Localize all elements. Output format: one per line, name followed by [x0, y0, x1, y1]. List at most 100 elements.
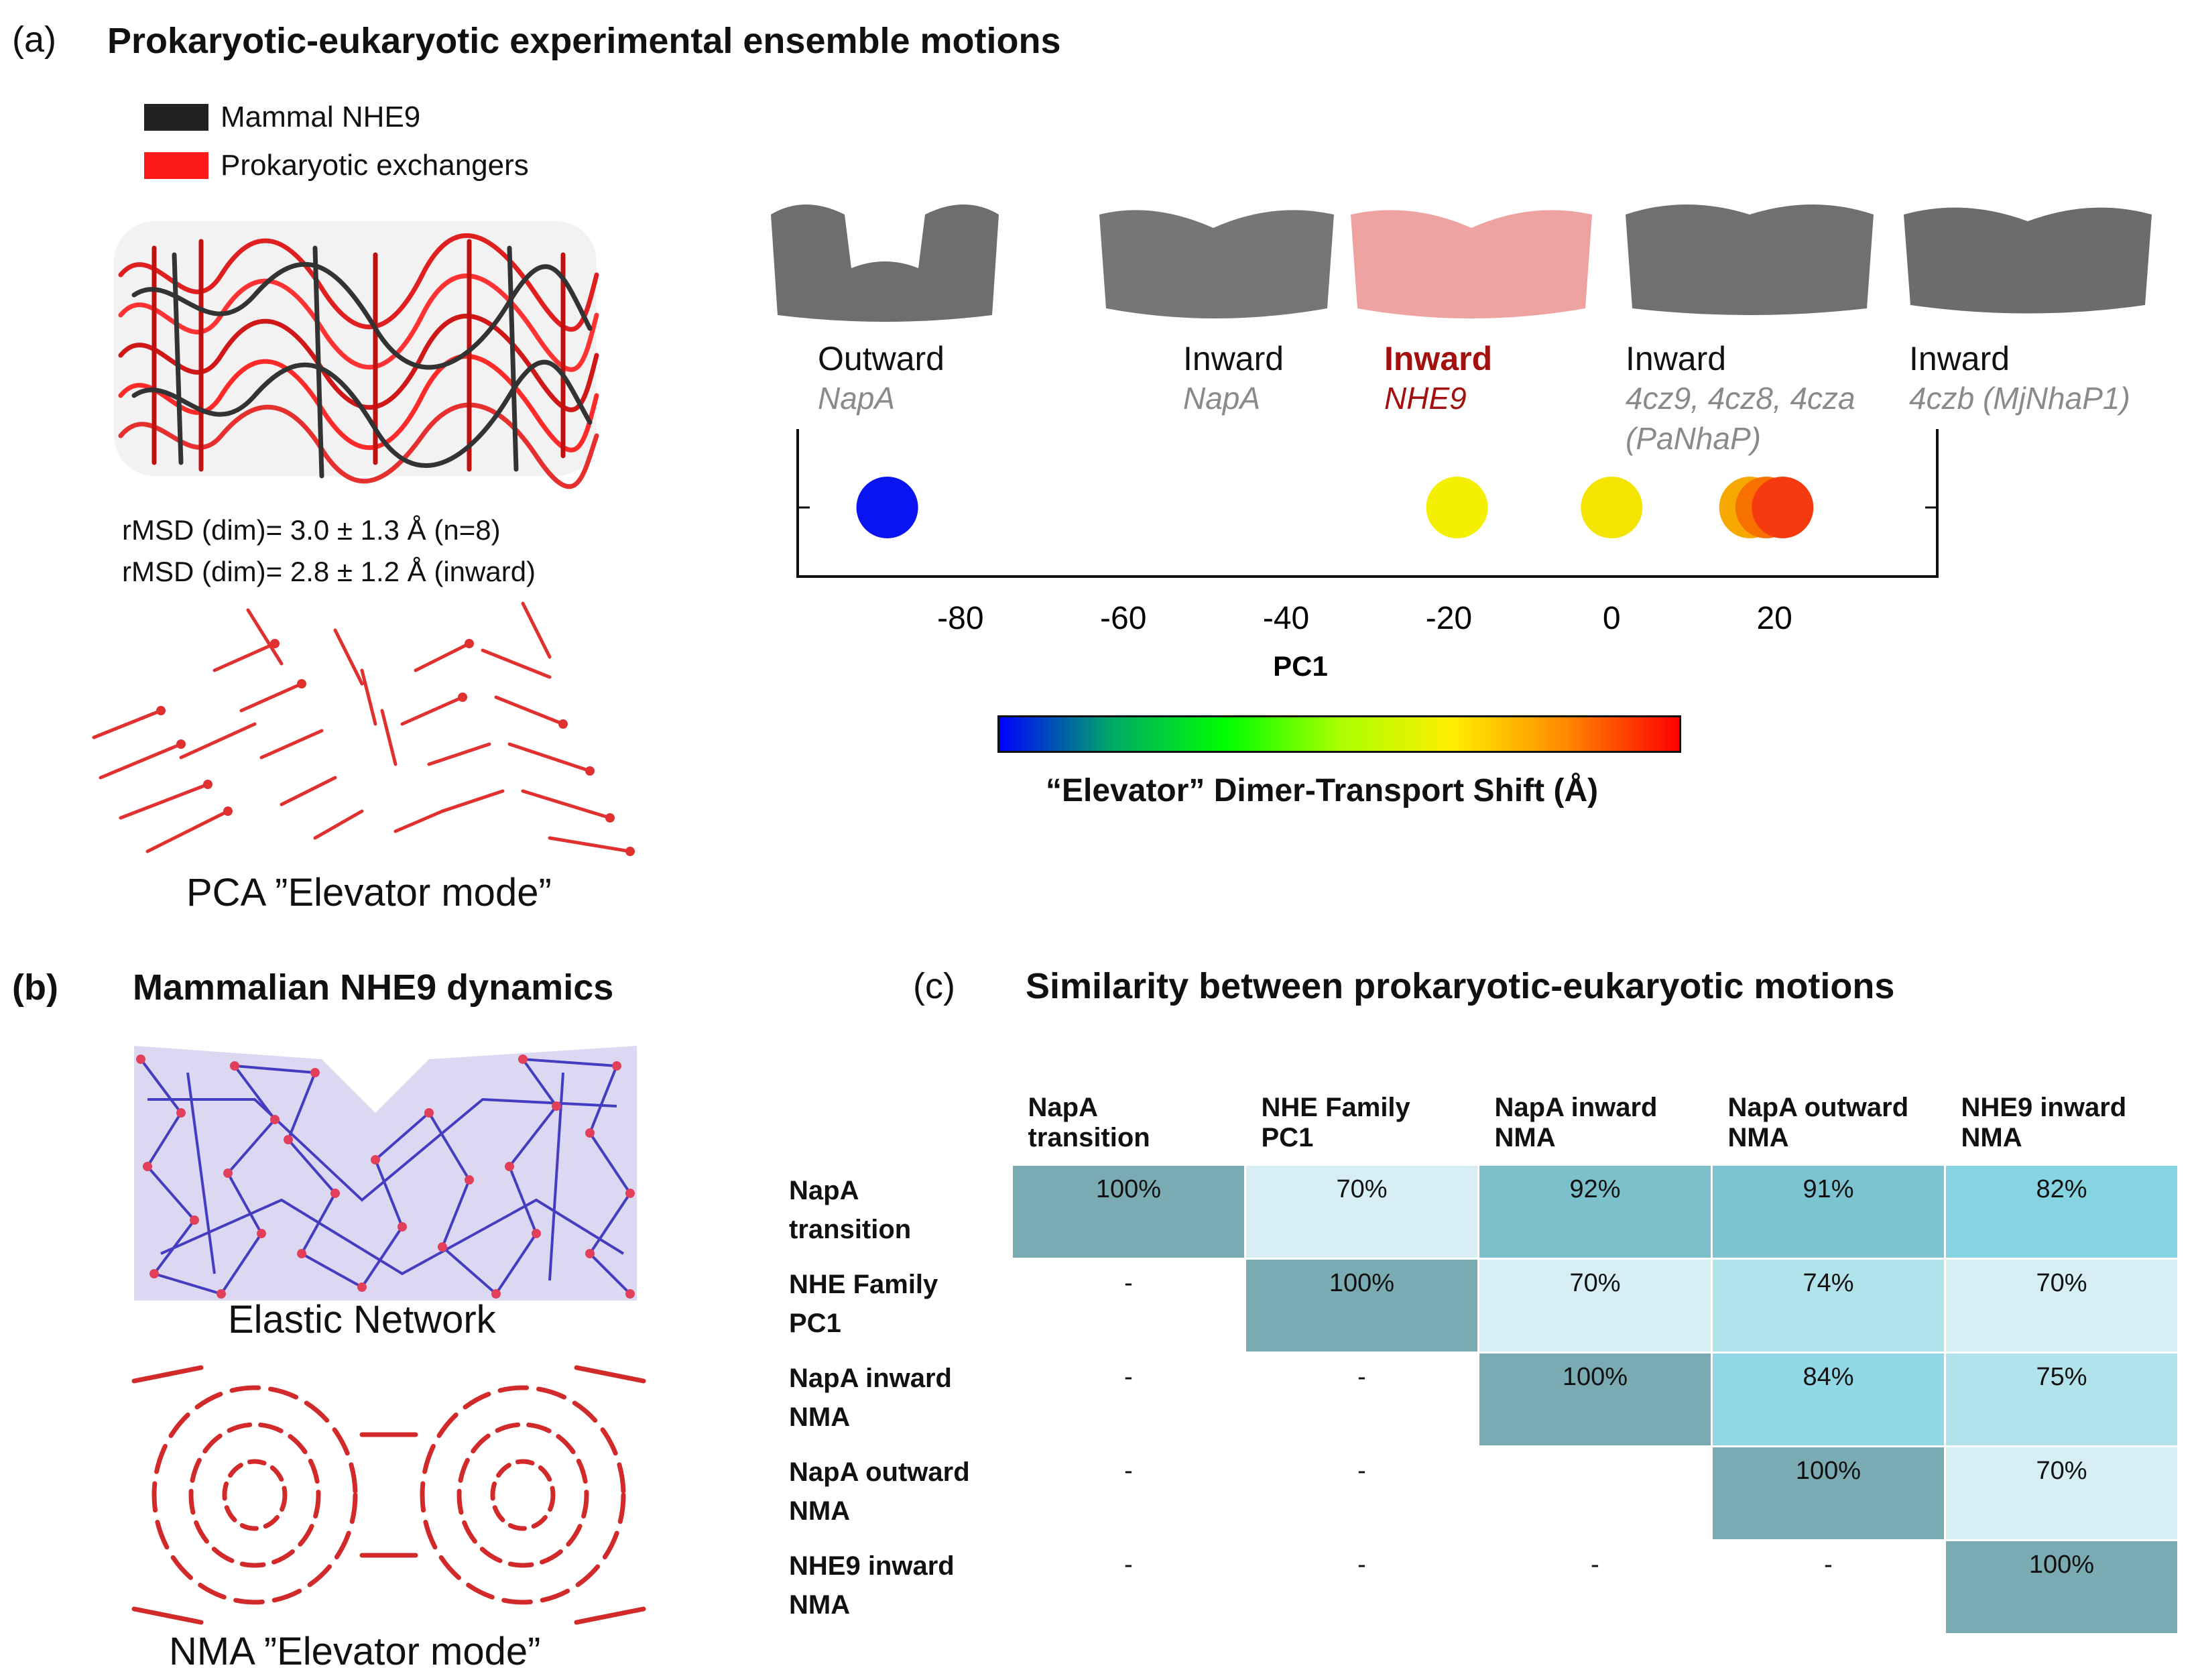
state-label-inward-panhap: Inward 4cz9, 4cz8, 4cza (PaNhaP)	[1626, 339, 1855, 459]
legend-entry-prokaryotic: Prokaryotic exchangers	[144, 149, 529, 182]
structure-legend: Mammal NHE9 Prokaryotic exchangers	[144, 101, 529, 182]
column-header: NHE Family PC1	[1261, 1093, 1410, 1152]
state-title: Inward	[1626, 340, 1727, 377]
pca-arrows-image	[92, 601, 635, 856]
state-title: Inward	[1909, 340, 2010, 377]
x-tick-label: -60	[1100, 601, 1146, 636]
table-cell: 84%	[1711, 1352, 1946, 1447]
row-header: NHE Family PC1	[771, 1258, 1013, 1354]
data-point	[856, 477, 918, 538]
legend-entry-nhe9: Mammal NHE9	[144, 101, 529, 134]
table-cell: -	[1711, 1539, 1946, 1635]
nma-caption: NMA ”Elevator mode”	[169, 1630, 541, 1673]
legend-swatch-black	[144, 104, 208, 131]
table-cell: -	[1244, 1352, 1479, 1447]
pca-caption: PCA ”Elevator mode”	[186, 871, 552, 914]
rmsd-line-inward: rMSD (dim)= 2.8 ± 1.2 Å (inward)	[122, 556, 536, 587]
data-point	[1581, 477, 1643, 538]
row-header: NapA outward NMA	[771, 1445, 1013, 1541]
table-cell: -	[1011, 1258, 1246, 1354]
colorbar	[997, 715, 1681, 753]
table-corner	[772, 1046, 1012, 1165]
state-sub-2: (PaNhaP)	[1626, 421, 1761, 456]
legend-label: Mammal NHE9	[221, 101, 421, 133]
state-sub: NapA	[818, 381, 896, 416]
column-header: NapA outward NMA	[1727, 1093, 1909, 1152]
row-header: NapA inward NMA	[771, 1352, 1013, 1447]
table-cell: -	[1011, 1445, 1246, 1541]
state-sub: 4cz9, 4cz8, 4cza	[1626, 381, 1855, 416]
table-cell: 100%	[1244, 1258, 1479, 1354]
state-sub: NapA	[1183, 381, 1261, 416]
state-blob-outward-napa	[771, 204, 999, 322]
table-cell: 92%	[1477, 1164, 1713, 1260]
table-cell: 70%	[1477, 1258, 1713, 1354]
state-title: Inward	[1183, 340, 1284, 377]
x-tick-label: 0	[1603, 601, 1621, 636]
table-cell: -	[1477, 1539, 1713, 1635]
column-header: NHE9 inward NMA	[1961, 1093, 2127, 1152]
table-cell: -	[1011, 1352, 1246, 1447]
table-row: NapA inward NMA - - 100% 84% 75%	[771, 1352, 2179, 1447]
similarity-table: NapA transition NHE Family PC1 NapA inward…	[771, 1046, 2179, 1635]
data-point	[1752, 477, 1814, 538]
x-tick-label: -20	[1426, 601, 1472, 636]
row-header: NapA transition	[771, 1164, 1013, 1260]
table-cell: -	[1244, 1445, 1479, 1541]
row-header: NHE9 inward NMA	[771, 1539, 1013, 1635]
table-cell: 91%	[1711, 1164, 1946, 1260]
state-label-inward-nhe9: Inward NHE9	[1384, 339, 1492, 418]
rmsd-line-all: rMSD (dim)= 3.0 ± 1.3 Å (n=8)	[122, 514, 501, 546]
table-cell: 74%	[1711, 1258, 1946, 1354]
table-cell: 100%	[1011, 1164, 1246, 1260]
elastic-network-image	[134, 1046, 637, 1301]
table-cell: 70%	[1944, 1258, 2179, 1354]
table-row: NHE9 inward NMA - - - - 100%	[771, 1539, 2179, 1635]
table-cell: 100%	[1944, 1539, 2179, 1635]
state-label-inward-napa: Inward NapA	[1183, 339, 1284, 418]
state-blob-inward-nhe9	[1351, 210, 1592, 318]
superposed-structure-image	[114, 221, 599, 489]
panel-a-letter: (a)	[12, 19, 56, 60]
plot-frame	[796, 429, 1939, 578]
table-cell: -	[1244, 1539, 1479, 1635]
state-label-inward-mjnhap1: Inward 4czb (MjNhaP1)	[1909, 339, 2130, 418]
column-header: NapA inward NMA	[1494, 1093, 1658, 1152]
table-cell: 70%	[1944, 1445, 2179, 1541]
x-tick-label: -40	[1263, 601, 1309, 636]
panel-c-letter: (c)	[913, 966, 955, 1006]
table-row: NapA outward NMA - - 100% 70%	[771, 1445, 2179, 1541]
elastic-network-caption: Elastic Network	[228, 1298, 496, 1341]
x-tick-label: 20	[1756, 601, 1792, 636]
table-cell	[1477, 1445, 1713, 1541]
legend-swatch-red	[144, 152, 208, 179]
colorbar-label: “Elevator” Dimer-Transport Shift (Å)	[1046, 773, 1599, 808]
column-header: NapA transition	[1028, 1093, 1150, 1152]
rmsd-values: rMSD (dim)= 3.0 ± 1.3 Å (n=8) rMSD (dim)…	[122, 509, 536, 593]
x-axis-label: PC1	[1273, 650, 1328, 682]
legend-label: Prokaryotic exchangers	[221, 149, 529, 182]
data-point	[1426, 477, 1488, 538]
panel-c-title: Similarity between prokaryotic-eukaryoti…	[1026, 966, 1895, 1006]
pc1-scatter-chart: -80 -60 -40 -20 0 20 PC1	[796, 429, 1939, 682]
table-row: NapA transition 100% 70% 92% 91% 82%	[771, 1164, 2179, 1260]
table-cell: 75%	[1944, 1352, 2179, 1447]
table-header-row: NapA transition NHE Family PC1 NapA inward…	[772, 1046, 2179, 1165]
table-row: NHE Family PC1 - 100% 70% 74% 70%	[771, 1258, 2179, 1354]
state-blob-inward-napa	[1099, 210, 1334, 318]
state-blob-inward-panhap	[1626, 204, 1874, 315]
table-cell: 100%	[1711, 1445, 1946, 1541]
nma-arrows-image	[131, 1365, 646, 1625]
state-title: Outward	[818, 340, 944, 377]
state-sub: 4czb (MjNhaP1)	[1909, 381, 2130, 416]
panel-b-title: Mammalian NHE9 dynamics	[133, 967, 614, 1008]
table-cell: 82%	[1944, 1164, 2179, 1260]
state-title: Inward	[1384, 340, 1493, 377]
table-cell: -	[1011, 1539, 1246, 1635]
panel-b-letter: (b)	[12, 967, 58, 1008]
table-cell: 100%	[1477, 1352, 1713, 1447]
panel-a-title: Prokaryotic-eukaryotic experimental ense…	[107, 21, 1061, 61]
state-blob-inward-mjnhap1	[1904, 207, 2152, 314]
x-tick-label: -80	[937, 601, 983, 636]
table-cell: 70%	[1244, 1164, 1479, 1260]
